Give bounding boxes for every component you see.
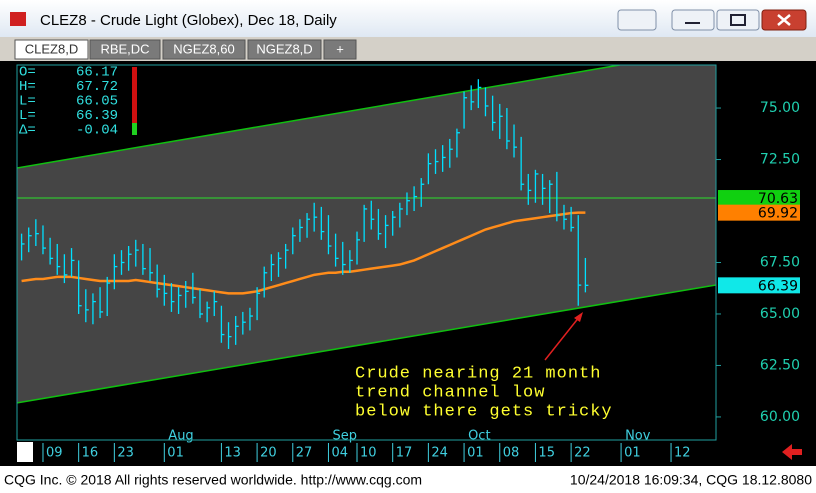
x-tick-label: 12 [674, 446, 691, 461]
y-tick-label: 62.50 [760, 357, 800, 373]
arrow-line [544, 315, 581, 361]
box-value: -0.04 [76, 123, 118, 139]
moving-average [21, 211, 586, 295]
minimize-button[interactable] [671, 9, 715, 31]
x-tick-label: 17 [396, 446, 413, 461]
footer-left: CQG Inc. © 2018 All rights reserved worl… [4, 472, 422, 488]
app-icon [10, 12, 26, 26]
plot-border [16, 64, 717, 441]
corner-box[interactable] [17, 442, 33, 462]
x-tick-label: 13 [224, 446, 241, 461]
price-tag [718, 190, 800, 207]
price-tag [718, 204, 800, 221]
x-tick-label: 27 [296, 446, 313, 461]
price-tag [718, 277, 800, 294]
maximize-button[interactable] [716, 9, 760, 31]
tab[interactable] [14, 39, 89, 60]
x-tick-label: 20 [260, 446, 277, 461]
chart: 75.00 72.50 67.50 65.00 62.50 60.00 70.6369.92… [17, 65, 800, 462]
annotation: Crude nearing 21 month [355, 364, 601, 383]
x-tick-label: 15 [538, 446, 555, 461]
channel-line [17, 284, 716, 404]
box-label: Δ= [19, 123, 36, 139]
x-tick-label: 16 [82, 446, 99, 461]
x-tick-label: 10 [360, 446, 377, 461]
x-tick-label: 24 [431, 446, 448, 461]
y-tick-label: 60.00 [760, 409, 800, 425]
channel-line [17, 65, 620, 169]
x-tick-label: 01 [167, 446, 184, 461]
y-tick-label: 67.50 [760, 254, 800, 270]
price-tag-label: 66.39 [758, 278, 798, 294]
tab-label: + [336, 41, 344, 56]
tab-label: NGEZ8,60 [173, 41, 234, 56]
x-tick-label: 09 [46, 446, 63, 461]
price-tag-label: 70.63 [758, 191, 798, 207]
footer [0, 466, 816, 493]
tab-label: NGEZ8,D [256, 41, 312, 56]
annotation: trend channel low [355, 383, 545, 402]
price-tag-label: 69.92 [758, 206, 798, 222]
tab-label: CLEZ8,D [25, 41, 78, 56]
box-value: 67.72 [76, 79, 118, 95]
x-tick-label: 01 [467, 446, 484, 461]
tab-label: RBE,DC [100, 41, 149, 56]
plot [17, 65, 716, 404]
y-tick-label: 75.00 [760, 100, 800, 116]
month-label: Nov [625, 429, 651, 444]
box-indicator-low [132, 123, 137, 135]
box-indicator [132, 67, 137, 123]
box-value: 66.17 [76, 65, 118, 81]
footer-right: 10/24/2018 16:09:34, CQG 18.12.8080 [570, 472, 812, 488]
window-title: CLEZ8 - Crude Light (Globex), Dec 18, Da… [40, 12, 337, 29]
y-tick-label: 72.50 [760, 152, 800, 168]
x-tick-label: 01 [624, 446, 641, 461]
annotation: below there gets tricky [355, 402, 613, 421]
x-tick-label: 08 [503, 446, 520, 461]
x-tick-label: 23 [117, 446, 134, 461]
x-tick-label: 04 [331, 446, 348, 461]
tab[interactable] [89, 39, 161, 60]
y-tick-label: 65.00 [760, 306, 800, 322]
arrow-head [574, 312, 583, 322]
box-label: L= [19, 94, 36, 110]
scroll-arrow[interactable] [782, 444, 802, 460]
box-value: 66.05 [76, 94, 118, 110]
month-label: Oct [468, 429, 490, 444]
month-label: Sep [332, 429, 357, 444]
tab[interactable] [162, 39, 246, 60]
link-button[interactable] [617, 9, 657, 31]
tabs: CLEZ8,D RBE,DC NGEZ8,60 NGEZ8,D + [14, 39, 357, 60]
channel-fill [17, 65, 716, 403]
box-label: O= [19, 65, 36, 81]
x-tick-label: 22 [574, 446, 591, 461]
tab[interactable] [323, 39, 357, 60]
box-label: H= [19, 79, 36, 95]
tab[interactable] [247, 39, 322, 60]
box-label: L= [19, 108, 36, 124]
month-label: Aug [168, 429, 193, 444]
box-value: 66.39 [76, 108, 118, 124]
